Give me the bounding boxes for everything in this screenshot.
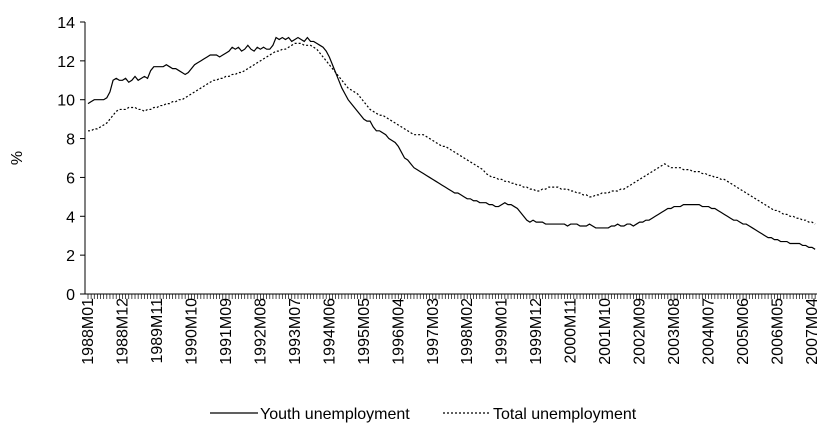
x-tick-label: 1992M08 <box>252 298 269 365</box>
y-tick-label: 6 <box>66 170 75 187</box>
x-tick-label: 1989M11 <box>149 298 166 364</box>
y-tick-label: 4 <box>66 209 75 226</box>
x-tick-label: 1996M04 <box>390 298 407 365</box>
x-tick-label: 1994M06 <box>321 298 338 365</box>
y-tick-label: 2 <box>66 248 75 265</box>
y-tick-label: 12 <box>57 54 75 71</box>
line-series <box>87 36 816 250</box>
x-tick-label: 1999M01 <box>494 298 511 365</box>
x-tick-label: 2003M08 <box>666 298 683 365</box>
x-tick-label: 2007M04 <box>804 298 817 365</box>
y-tick-label: 8 <box>66 132 75 149</box>
y-axis-label: % <box>9 151 26 165</box>
x-tick-label: 1998M02 <box>459 298 476 365</box>
x-tick-label: 1995M05 <box>356 298 373 365</box>
x-tick-label: 1999M12 <box>528 298 545 365</box>
line-series <box>88 42 816 225</box>
x-tick-label: 1988M12 <box>114 298 131 365</box>
legend-label: Youth unemployment <box>260 406 410 423</box>
legend-label: Total unemployment <box>493 406 637 423</box>
x-tick-label: 2005M06 <box>735 298 752 365</box>
y-tick-label: 10 <box>57 93 75 110</box>
x-tick-label: 1993M07 <box>287 298 304 365</box>
x-tick-label: 2001M10 <box>597 298 614 365</box>
x-tick-label: 1991M09 <box>218 298 235 365</box>
y-tick-label: 0 <box>66 287 75 304</box>
x-tick-label: 2004M07 <box>701 298 718 365</box>
x-tick-label: 2006M05 <box>770 298 787 365</box>
x-tick-label: 1990M10 <box>183 298 200 365</box>
x-tick-label: 1997M03 <box>425 298 442 365</box>
x-tick-label: 2002M09 <box>632 298 649 365</box>
x-tick-label: 1988M01 <box>80 298 97 365</box>
y-tick-label: 14 <box>57 15 75 32</box>
x-tick-label: 2000M11 <box>563 298 580 364</box>
